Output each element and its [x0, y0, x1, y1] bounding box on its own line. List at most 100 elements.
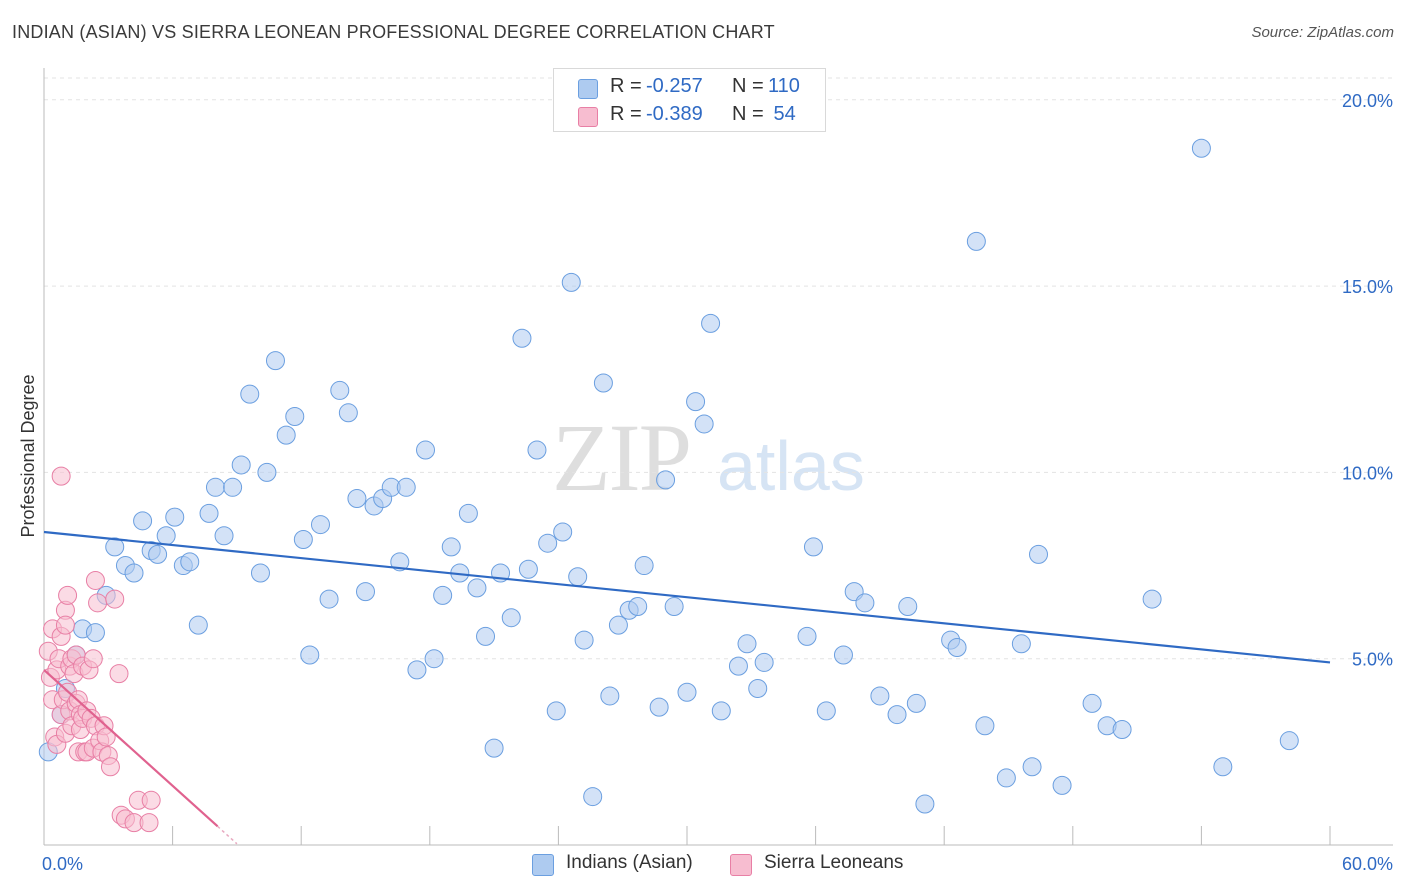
- series-swatch-indians: [532, 854, 554, 876]
- legend-swatch-indians: [578, 79, 598, 99]
- data-point-sierra-leonean: [100, 757, 120, 777]
- legend-swatch-sierra-leoneans: [578, 107, 598, 127]
- data-point-indian: [467, 578, 487, 598]
- trend-line-extension-sierra-leonean: [217, 825, 238, 845]
- x-tick-label-max: 60.0%: [1342, 854, 1393, 874]
- trend-line-sierra-leonean: [43, 669, 219, 828]
- data-point-sierra-leonean: [96, 727, 116, 747]
- data-point-indian: [966, 231, 986, 251]
- data-point-indian: [677, 682, 697, 702]
- data-point-indian: [701, 313, 721, 333]
- data-point-indian: [975, 716, 995, 736]
- legend-row-sierra-leoneans: R = -0.389 N = 54: [554, 101, 825, 129]
- data-point-sierra-leonean: [58, 585, 78, 605]
- data-point-indian: [797, 626, 817, 646]
- trend-lines: [43, 530, 1331, 845]
- data-point-sierra-leonean: [141, 790, 161, 810]
- data-point-sierra-leonean: [83, 649, 103, 669]
- data-point-indian: [649, 697, 669, 717]
- chart-title: INDIAN (ASIAN) VS SIERRA LEONEAN PROFESS…: [12, 22, 775, 42]
- data-point-indian: [223, 477, 243, 497]
- data-point-indian: [124, 563, 144, 583]
- data-point-indian: [803, 537, 823, 557]
- data-point-indian: [240, 384, 260, 404]
- data-point-indian: [180, 552, 200, 572]
- zipatlas-watermark: ZIP atlas: [552, 404, 865, 511]
- source-credit: Source: ZipAtlas.com: [1251, 24, 1394, 41]
- data-point-indian: [319, 589, 339, 609]
- data-point-indian: [441, 537, 461, 557]
- data-point-indian: [1213, 757, 1233, 777]
- data-point-indian: [257, 462, 277, 482]
- data-point-sierra-leonean: [88, 593, 108, 613]
- y-axis-title: Professional Degree: [18, 374, 38, 537]
- data-point-indian: [1082, 693, 1102, 713]
- data-point-indian: [947, 638, 967, 658]
- data-point-indian: [1052, 775, 1072, 795]
- data-point-indian: [501, 608, 521, 628]
- data-point-indian: [300, 645, 320, 665]
- legend-r-value: -0.257: [646, 75, 703, 97]
- data-point-indian: [356, 582, 375, 602]
- data-point-indian: [85, 623, 105, 643]
- data-point-indian: [416, 440, 436, 460]
- series-label-sierra-leoneans: Sierra Leoneans: [764, 852, 904, 873]
- data-point-sierra-leonean: [55, 615, 75, 635]
- data-point-indian: [527, 440, 547, 460]
- data-point-indian: [518, 559, 538, 579]
- data-point-indian: [628, 597, 648, 617]
- data-point-indian: [165, 507, 185, 527]
- data-point-indian: [833, 645, 853, 665]
- axis-labels: Professional Degree 0.0% 60.0% 5.0% 10.0%…: [18, 91, 1393, 874]
- data-point-indian: [600, 686, 620, 706]
- data-point-indian: [330, 380, 350, 400]
- y-tick-label: 10.0%: [1342, 463, 1393, 483]
- data-point-indian: [156, 526, 176, 546]
- data-point-indian: [148, 544, 168, 564]
- data-point-indian: [199, 503, 219, 523]
- data-point-indian: [231, 455, 251, 475]
- data-point-sierra-leonean: [105, 589, 125, 609]
- watermark-zip: ZIP: [552, 404, 690, 511]
- y-tick-label: 5.0%: [1352, 650, 1393, 670]
- data-point-indian: [898, 597, 918, 617]
- data-point-indian: [484, 738, 504, 758]
- data-point-sierra-leonean: [139, 813, 159, 833]
- data-point-indian: [265, 351, 285, 371]
- data-point-indian: [996, 768, 1016, 788]
- data-point-indian: [396, 477, 416, 497]
- data-point-indian: [737, 634, 757, 654]
- data-point-sierra-leonean: [51, 466, 71, 486]
- series-label-indians: Indians (Asian): [566, 852, 693, 873]
- data-point-indian: [634, 556, 654, 576]
- data-point-indian: [1011, 634, 1031, 654]
- data-points: [38, 138, 1299, 833]
- data-point-indian: [546, 701, 566, 721]
- data-point-indian: [583, 787, 603, 807]
- legend-r-label: R =: [610, 103, 642, 125]
- data-point-indian: [188, 615, 208, 635]
- data-point-indian: [656, 470, 676, 490]
- data-point-indian: [711, 701, 731, 721]
- data-point-indian: [390, 552, 410, 572]
- data-point-indian: [686, 392, 706, 412]
- data-point-indian: [347, 488, 367, 508]
- data-point-indian: [250, 563, 270, 583]
- grid-lines: [44, 77, 1393, 660]
- data-point-indian: [458, 503, 478, 523]
- data-point-indian: [574, 630, 594, 650]
- data-point-indian: [553, 522, 573, 542]
- data-point-indian: [424, 649, 444, 669]
- data-point-indian: [276, 425, 296, 445]
- legend-r-value: -0.389: [646, 103, 703, 125]
- legend-n-value: 110: [768, 75, 800, 97]
- y-tick-label: 15.0%: [1342, 277, 1393, 297]
- data-point-indian: [1279, 731, 1299, 751]
- data-point-indian: [664, 597, 684, 617]
- data-point-indian: [561, 272, 581, 292]
- data-point-indian: [1112, 719, 1132, 739]
- data-point-indian: [338, 403, 358, 423]
- correlation-legend: R = -0.257 N = 110 R = -0.389 N = 54: [553, 68, 826, 132]
- data-point-indian: [512, 328, 532, 348]
- data-point-indian: [105, 537, 125, 557]
